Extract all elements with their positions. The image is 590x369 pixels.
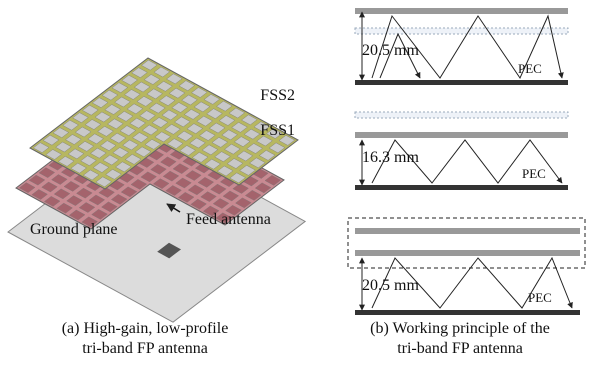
- height-label: 16.3 mm: [362, 149, 419, 166]
- caption-line: tri-band FP antenna: [82, 340, 208, 357]
- fss-layer: [355, 112, 568, 118]
- pec: [355, 80, 568, 85]
- pec: [355, 185, 568, 190]
- pec-label: PEC: [528, 290, 552, 305]
- caption-line: tri-band FP antenna: [397, 340, 523, 357]
- ground-label: Ground plane: [30, 221, 118, 238]
- caption-line: (b) Working principle of the: [370, 320, 550, 337]
- caption-line: (a) High-gain, low-profile: [62, 320, 229, 337]
- fss-layer: [355, 250, 580, 256]
- height-label: 20.5 mm: [362, 42, 419, 59]
- fss-layer: [355, 132, 568, 138]
- pec-label: PEC: [518, 61, 542, 76]
- combined-box: [348, 218, 585, 268]
- height-label: 20.5 mm: [362, 277, 419, 294]
- fss1-label: FSS1: [260, 122, 295, 139]
- pec-label: PEC: [522, 166, 546, 181]
- feed-label: Feed antenna: [186, 211, 271, 228]
- figure: FSS2 FSS1 Ground plane Feed antenna (a) …: [0, 0, 590, 369]
- fss-layer: [355, 8, 568, 14]
- pec: [355, 310, 580, 315]
- fss-layer: [355, 228, 580, 234]
- fss2-label: FSS2: [260, 87, 295, 104]
